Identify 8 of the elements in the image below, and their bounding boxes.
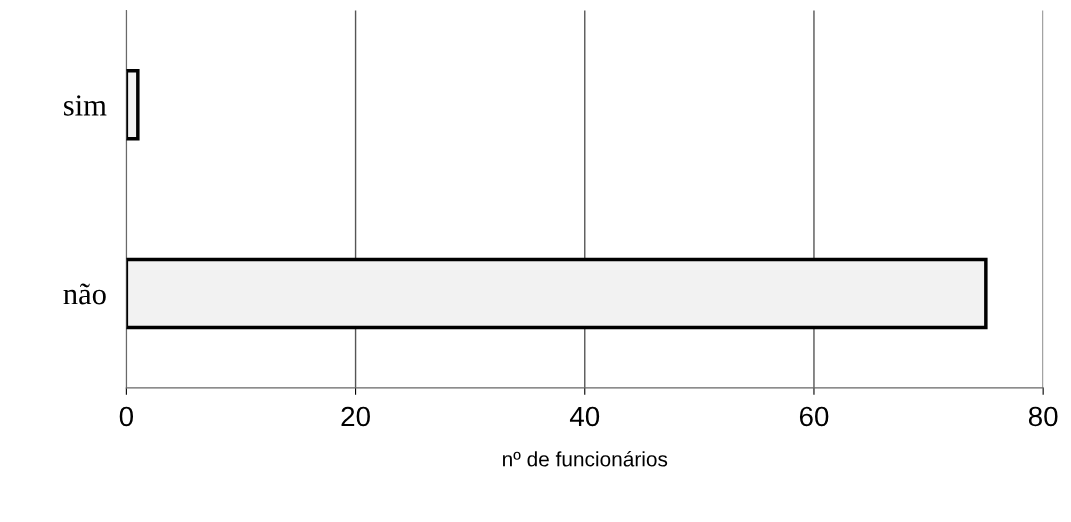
y-tick-label: sim bbox=[64, 95, 107, 116]
x-tick-label: 80 bbox=[1028, 406, 1058, 427]
x-tick-label: 60 bbox=[799, 406, 829, 427]
y-tick-label: não bbox=[63, 283, 106, 305]
x-tick-label: 20 bbox=[341, 406, 370, 427]
x-axis-title: nº de funcionários bbox=[503, 451, 668, 467]
x-tick-label: 0 bbox=[119, 406, 134, 427]
x-tick-label: 40 bbox=[569, 406, 600, 427]
